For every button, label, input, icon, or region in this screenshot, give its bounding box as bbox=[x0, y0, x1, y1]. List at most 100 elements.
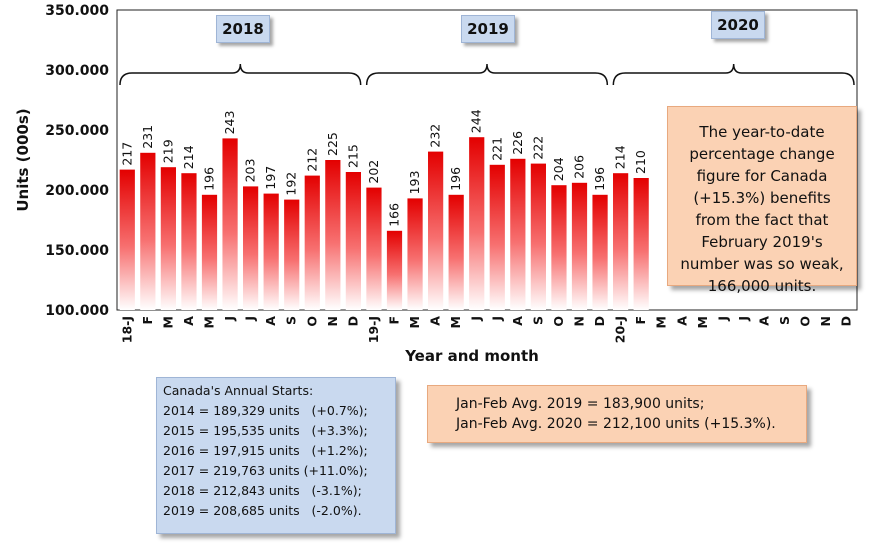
data-label: 206 bbox=[572, 155, 587, 179]
data-label: 222 bbox=[530, 136, 545, 160]
bar bbox=[325, 160, 341, 310]
x-tick-label: O bbox=[551, 316, 566, 327]
data-label: 203 bbox=[243, 159, 258, 183]
bar bbox=[119, 169, 135, 310]
annual-line: 2019 = 208,685 units (-2.0%). bbox=[163, 503, 362, 518]
x-tick-label: S bbox=[530, 316, 545, 325]
data-label: 212 bbox=[304, 148, 319, 172]
x-tick-label: S bbox=[284, 316, 299, 325]
data-label: 231 bbox=[140, 125, 155, 149]
x-tick-label: M bbox=[448, 316, 463, 328]
bar bbox=[428, 151, 444, 310]
bar bbox=[366, 187, 382, 310]
year-label-2020: 2020 bbox=[711, 11, 765, 39]
year-label-2018: 2018 bbox=[216, 15, 270, 43]
bar bbox=[407, 198, 423, 310]
x-tick-label: A bbox=[428, 316, 443, 326]
data-label: 215 bbox=[345, 144, 360, 168]
data-label: 214 bbox=[613, 145, 628, 169]
bar bbox=[160, 167, 176, 310]
x-tick-label: A bbox=[510, 316, 525, 326]
data-label: 221 bbox=[489, 137, 504, 161]
bar bbox=[571, 182, 588, 310]
year-label-2019: 2019 bbox=[461, 15, 515, 43]
x-tick-label: N bbox=[818, 316, 833, 326]
x-tick-label: N bbox=[325, 316, 340, 326]
x-tick-label: A bbox=[674, 316, 689, 326]
bar bbox=[345, 172, 361, 310]
data-label: 210 bbox=[633, 150, 648, 174]
bar bbox=[530, 163, 546, 310]
x-tick-label: D bbox=[345, 316, 360, 326]
x-tick-label: A bbox=[757, 316, 772, 326]
x-axis-title: Year and month bbox=[404, 347, 539, 365]
bar bbox=[284, 199, 300, 310]
bar bbox=[633, 178, 649, 310]
annual-starts-box: Canada's Annual Starts: 2014 = 189,329 un… bbox=[156, 377, 396, 534]
annual-line: 2018 = 212,843 units (-3.1%); bbox=[163, 483, 362, 498]
annual-line: 2017 = 219,763 units (+11.0%); bbox=[163, 463, 368, 478]
x-tick-label: J bbox=[736, 316, 751, 322]
averages-box: Jan-Feb Avg. 2019 = 183,900 units; Jan-Fe… bbox=[427, 385, 807, 443]
data-label: 219 bbox=[160, 139, 175, 163]
x-tick-label: F bbox=[633, 316, 648, 325]
y-tick-label: 250.000 bbox=[45, 123, 109, 139]
annual-starts-title: Canada's Annual Starts: bbox=[163, 383, 314, 398]
x-tick-label: D bbox=[592, 316, 607, 326]
y-tick-label: 300.000 bbox=[45, 63, 109, 79]
data-label: 204 bbox=[551, 157, 566, 181]
bar bbox=[222, 138, 238, 310]
y-tick-label: 150.000 bbox=[45, 243, 109, 259]
x-tick-label: M bbox=[407, 316, 422, 328]
data-label: 197 bbox=[263, 166, 278, 190]
bar bbox=[201, 194, 218, 310]
data-label: 243 bbox=[222, 111, 237, 135]
data-label: 196 bbox=[202, 167, 217, 191]
bar bbox=[140, 152, 156, 310]
data-label: 193 bbox=[407, 171, 422, 195]
x-tick-label: N bbox=[572, 316, 587, 326]
bar bbox=[613, 173, 629, 310]
x-tick-label: A bbox=[181, 316, 196, 326]
bar bbox=[386, 230, 403, 310]
bar bbox=[592, 194, 608, 310]
x-tick-label: O bbox=[304, 316, 319, 327]
x-tick-label: M bbox=[695, 316, 710, 328]
bar bbox=[243, 186, 259, 310]
annual-line: 2016 = 197,915 units (+1.2%); bbox=[163, 443, 368, 458]
x-tick-label: M bbox=[654, 316, 669, 328]
bar bbox=[489, 164, 505, 310]
data-label: 192 bbox=[284, 172, 299, 196]
year-brace bbox=[365, 63, 609, 86]
x-tick-label: D bbox=[839, 316, 854, 326]
avg-line: Jan-Feb Avg. 2019 = 183,900 units; bbox=[456, 396, 705, 412]
data-label: 196 bbox=[448, 167, 463, 191]
x-tick-label: 19-J bbox=[366, 316, 381, 343]
x-tick-label: 18-J bbox=[119, 316, 134, 343]
note-box: The year-to-date percentage change figur… bbox=[667, 106, 857, 295]
y-tick-label: 200.000 bbox=[45, 183, 109, 199]
bar bbox=[551, 185, 567, 310]
bar bbox=[263, 193, 279, 310]
annual-line: 2015 = 195,535 units (+3.3%); bbox=[163, 423, 368, 438]
bar bbox=[181, 173, 197, 310]
bar bbox=[510, 158, 526, 310]
y-axis-title: Units (000s) bbox=[14, 108, 32, 211]
data-label: 166 bbox=[387, 203, 402, 227]
x-tick-label: F bbox=[387, 316, 402, 325]
year-brace bbox=[119, 63, 362, 86]
y-tick-label: 350.000 bbox=[45, 3, 109, 19]
x-tick-label: F bbox=[140, 316, 155, 325]
x-tick-label: J bbox=[489, 316, 504, 322]
bar bbox=[304, 175, 320, 310]
data-label: 196 bbox=[592, 167, 607, 191]
avg-line: Jan-Feb Avg. 2020 = 212,100 units (+15.3… bbox=[456, 416, 776, 432]
data-label: 202 bbox=[366, 160, 381, 184]
x-tick-label: J bbox=[715, 316, 730, 322]
data-label: 225 bbox=[325, 132, 340, 156]
x-tick-label: O bbox=[798, 316, 813, 327]
x-tick-label: M bbox=[202, 316, 217, 328]
data-label: 244 bbox=[469, 109, 484, 133]
x-tick-label: J bbox=[222, 316, 237, 322]
